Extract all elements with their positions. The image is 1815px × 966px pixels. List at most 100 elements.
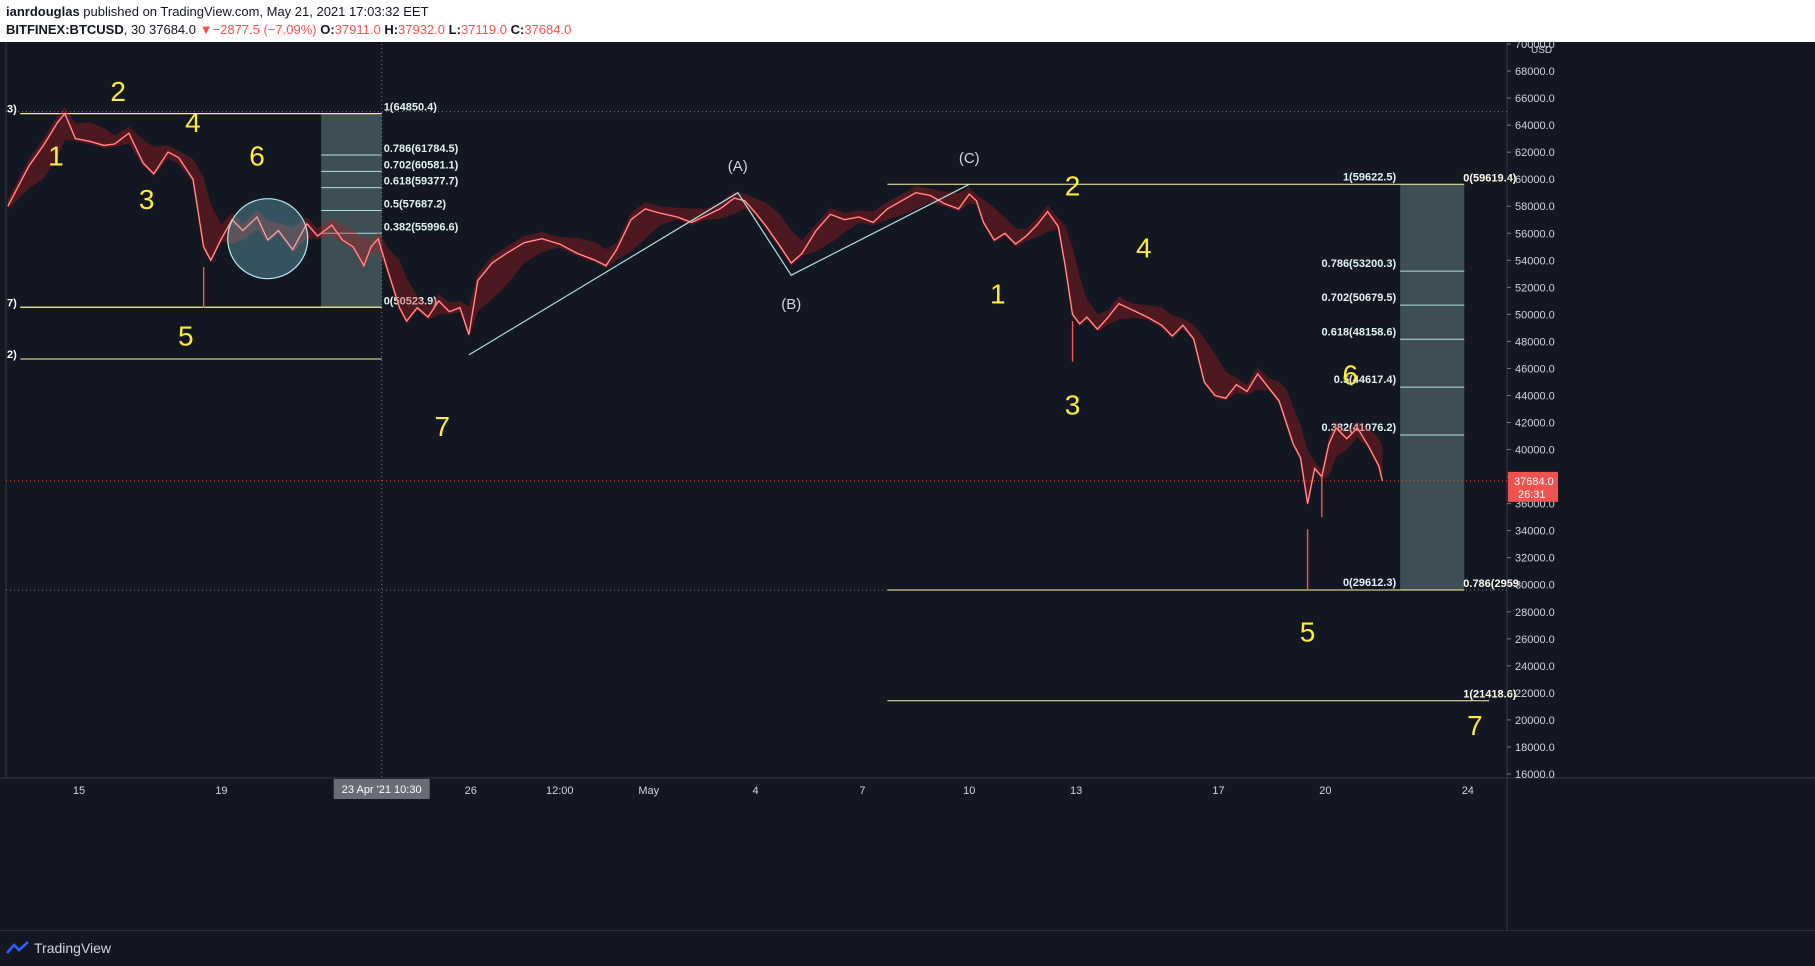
price-tick-label: 18000.0 xyxy=(1515,742,1555,754)
high-value: 37932.0 xyxy=(398,22,446,37)
price-tick-label: 16000.0 xyxy=(1515,769,1555,781)
price-tick-label: 66000.0 xyxy=(1515,93,1555,105)
chart-header: ianrdouglas published on TradingView.com… xyxy=(0,0,1815,42)
wave-count-label: 4 xyxy=(1136,233,1152,264)
low-label: L: xyxy=(448,22,461,37)
time-tick-label: 20 xyxy=(1319,785,1331,797)
wave-count-label: 1 xyxy=(990,279,1006,310)
fib-right-level-label: 0.702(50679.5) xyxy=(1322,292,1397,304)
price-axis-currency: USD xyxy=(1531,45,1552,56)
author-name[interactable]: ianrdouglas xyxy=(6,4,80,19)
time-tick-label: 7 xyxy=(859,785,865,797)
fib-right-outer-label: 0.786(2959 xyxy=(1463,578,1519,590)
price-tick-label: 42000.0 xyxy=(1515,418,1555,430)
abc-wave-path xyxy=(468,183,970,356)
fib-left-extra-label: 7) xyxy=(7,297,17,309)
price-tick-label: 46000.0 xyxy=(1515,363,1555,375)
price-tick-label: 40000.0 xyxy=(1515,445,1555,457)
tradingview-brand[interactable]: TradingView xyxy=(34,940,112,956)
wave-count-label: 7 xyxy=(434,411,450,442)
time-tick-label: 13 xyxy=(1070,785,1082,797)
price-tick-label: 30000.0 xyxy=(1515,580,1555,592)
wave-count-label: 6 xyxy=(1343,360,1359,391)
price-tick-label: 60000.0 xyxy=(1515,174,1555,186)
fib-left-level-label: 0.382(55996.6) xyxy=(384,221,459,233)
fib-right-level-label: 0(29612.3) xyxy=(1343,577,1397,589)
price-tick-label: 68000.0 xyxy=(1515,66,1555,78)
price-tick-label: 24000.0 xyxy=(1515,661,1555,673)
ohlc-legend: BITFINEX:BTCUSD, 30 37684.0 ▼−2877.5 (−7… xyxy=(6,22,571,37)
close-label: C: xyxy=(510,22,525,37)
ma-ribbon xyxy=(7,106,1383,507)
symbol-name[interactable]: BITFINEX:BTCUSD xyxy=(6,22,124,37)
price-tick-label: 20000.0 xyxy=(1515,715,1555,727)
wave-count-label: 1 xyxy=(48,141,64,172)
abc-wave-label: (B) xyxy=(781,296,801,313)
time-tick-label: 24 xyxy=(1462,785,1474,797)
time-tick-label: 12:00 xyxy=(546,785,574,797)
fib-right-level-label: 0.5(44617.4) xyxy=(1334,374,1397,386)
fib-left-extra-label: 2) xyxy=(7,349,17,361)
fib-right-level-label: 0.786(53200.3) xyxy=(1322,258,1397,270)
time-tick-label: 15 xyxy=(73,785,85,797)
fib-left-extra-label: 3) xyxy=(7,104,17,116)
price-tick-label: 54000.0 xyxy=(1515,255,1555,267)
fib-right-level-label: 1(59622.5) xyxy=(1343,171,1397,183)
wave-count-label: 5 xyxy=(1300,617,1316,648)
chart-footer: TradingView xyxy=(0,930,1815,966)
price-tick-label: 70000.0 xyxy=(1515,42,1555,51)
wave-count-label: 6 xyxy=(249,141,265,172)
price-tick-label: 58000.0 xyxy=(1515,201,1555,213)
price-tick-label: 50000.0 xyxy=(1515,309,1555,321)
low-value: 37119.0 xyxy=(460,22,507,37)
last-price-badge-value: 37684.0 xyxy=(1514,476,1554,488)
price-tick-label: 34000.0 xyxy=(1515,526,1555,538)
fib-left-level-label: 0.618(59377.7) xyxy=(384,176,459,188)
price-tick-label: 56000.0 xyxy=(1515,228,1555,240)
high-label: H: xyxy=(384,22,399,37)
close-value: 37684.0 xyxy=(524,22,572,37)
time-tick-label: 19 xyxy=(215,785,227,797)
price-tick-label: 64000.0 xyxy=(1515,120,1555,132)
price-line xyxy=(7,112,1384,504)
fib-left-level-label: 0.786(61784.5) xyxy=(384,143,459,155)
fib-right-outer-label: 0(59619.4) xyxy=(1463,172,1517,184)
wave-count-label: 2 xyxy=(1065,170,1081,201)
abc-wave-label: (C) xyxy=(959,150,980,167)
price-tick-label: 28000.0 xyxy=(1515,607,1555,619)
price-tick-label: 44000.0 xyxy=(1515,390,1555,402)
wave-count-label: 4 xyxy=(185,107,201,138)
down-arrow-icon: ▼ xyxy=(199,22,213,37)
abc-wave-label: (A) xyxy=(728,158,748,175)
last-price-value: 37684.0 xyxy=(149,22,197,37)
fib-left-level-label: 0.5(57687.2) xyxy=(384,198,447,210)
fib-left-level-label: 0.702(60581.1) xyxy=(384,159,459,171)
price-line-highlight xyxy=(7,113,1383,504)
time-tick-label: 17 xyxy=(1212,785,1224,797)
price-chart[interactable]: 1(64850.4) 0.786(61784.5) 0.702(60581.1) 0.… xyxy=(0,42,1815,930)
highlight-circle xyxy=(227,198,309,280)
price-tick-label: 32000.0 xyxy=(1515,553,1555,565)
price-tick-label: 52000.0 xyxy=(1515,282,1555,294)
crosshair-time-label: 23 Apr '21 10:30 xyxy=(342,784,422,796)
time-tick-label: 10 xyxy=(963,785,975,797)
tradingview-logo-icon xyxy=(6,941,29,954)
interval: , 30 xyxy=(123,22,150,37)
wave-count-label: 7 xyxy=(1467,710,1483,741)
publish-date: published on TradingView.com, May 21, 20… xyxy=(79,4,429,19)
crosshair-time-badge xyxy=(333,779,430,799)
price-tick-label: 48000.0 xyxy=(1515,336,1555,348)
fib-right-level-label: 0.618(48158.6) xyxy=(1322,326,1397,338)
wave-count-label: 3 xyxy=(139,184,155,215)
fib-left-level-label: 1(64850.4) xyxy=(384,102,438,114)
fib-right-outer-label: 1(21418.6) xyxy=(1463,689,1517,701)
wave-count-label: 5 xyxy=(178,320,194,351)
time-tick-label: 4 xyxy=(753,785,759,797)
change-value: −2877.5 (−7.09%) xyxy=(212,22,317,37)
last-price-badge xyxy=(1508,471,1558,502)
last-price-countdown: 26:31 xyxy=(1518,489,1546,501)
publish-info: ianrdouglas published on TradingView.com… xyxy=(6,4,429,19)
price-tick-label: 22000.0 xyxy=(1515,688,1555,700)
time-tick-label: 26 xyxy=(465,785,477,797)
time-tick-label: May xyxy=(638,785,659,797)
